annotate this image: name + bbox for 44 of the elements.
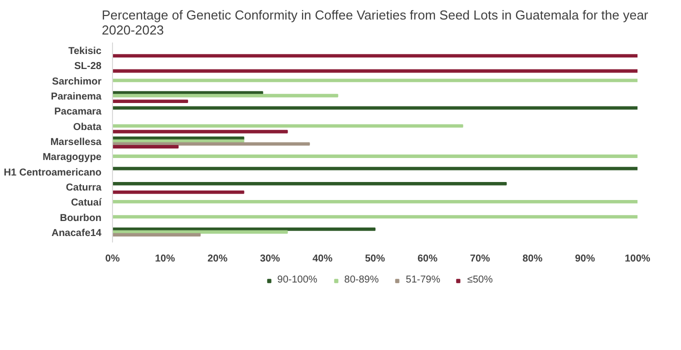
legend-label: 51-79% — [406, 274, 440, 286]
x-tick-label: 20% — [207, 254, 228, 264]
legend-label: 80-89% — [344, 274, 379, 286]
bar — [112, 190, 244, 194]
x-tick-label: 40% — [312, 254, 333, 264]
bar — [112, 233, 201, 237]
bar — [112, 130, 288, 134]
bar — [112, 227, 376, 231]
bar — [112, 182, 507, 186]
y-tick-label: Anacafe14 — [51, 228, 102, 239]
y-tick-label: Marsellesa — [50, 137, 102, 148]
x-tick-label: 70% — [470, 254, 490, 264]
x-tick-label: 60% — [417, 254, 438, 264]
y-tick-label: Sarchimor — [52, 76, 102, 88]
x-tick-label: 90% — [574, 254, 596, 264]
y-tick-label: Catuaí — [70, 198, 103, 209]
bar — [112, 94, 338, 98]
x-tick-label: 0% — [105, 254, 120, 264]
x-tick-label: 10% — [154, 254, 176, 264]
y-tick-label: SL-28 — [74, 61, 102, 72]
bar — [112, 100, 188, 104]
y-tick-label: Caturra — [66, 182, 102, 194]
y-tick-label: H1 Centroamericano — [4, 167, 102, 178]
y-tick-label: Parainema — [50, 92, 102, 103]
y-tick-label: Pacamara — [54, 106, 102, 118]
bar — [112, 124, 464, 128]
x-tick-label: 100% — [624, 254, 650, 264]
bar — [112, 200, 638, 204]
y-tick-label: Bourbon — [60, 212, 102, 224]
bar — [112, 106, 638, 110]
bar — [112, 154, 638, 158]
x-tick-label: 30% — [260, 254, 280, 264]
y-tick-label: Obata — [73, 122, 102, 133]
bar — [112, 215, 638, 219]
bar — [112, 142, 310, 146]
chart-title: Percentage of Genetic Conformity in Coffee Varieties from Seed Lots in Guatemala for the year 2020-2023 — [102, 8, 649, 38]
legend-label: ≤50% — [467, 274, 493, 286]
y-tick-label: Maragogype — [42, 152, 102, 164]
x-tick-label: 80% — [522, 254, 543, 264]
bar — [112, 145, 179, 148]
legend-label: 90-100% — [277, 274, 318, 286]
x-tick-label: 50% — [364, 254, 386, 264]
bar — [112, 54, 638, 58]
y-tick-label: Tekisic — [68, 46, 102, 58]
